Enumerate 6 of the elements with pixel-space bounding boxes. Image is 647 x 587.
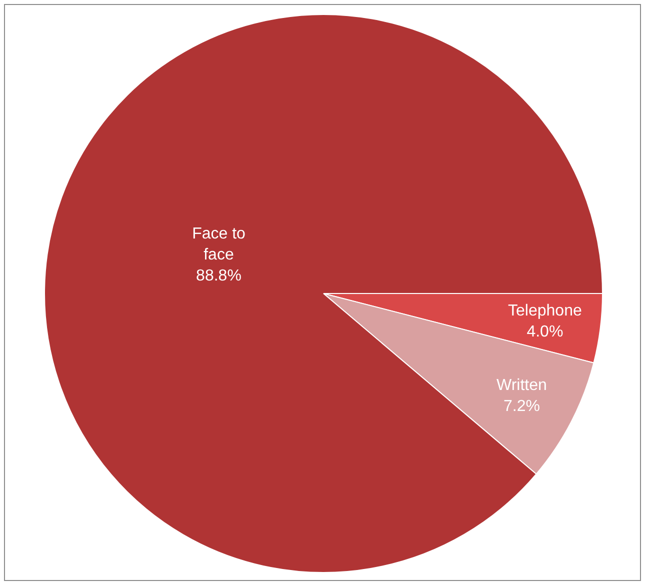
slice-label: Face to face (192, 225, 246, 264)
data-label: 7.2% (504, 398, 540, 415)
data-label: 4.0% (526, 323, 564, 340)
slice-label: Telephone (508, 302, 582, 320)
slice-label: Written (496, 376, 547, 394)
data-label: 88.8% (196, 267, 242, 284)
